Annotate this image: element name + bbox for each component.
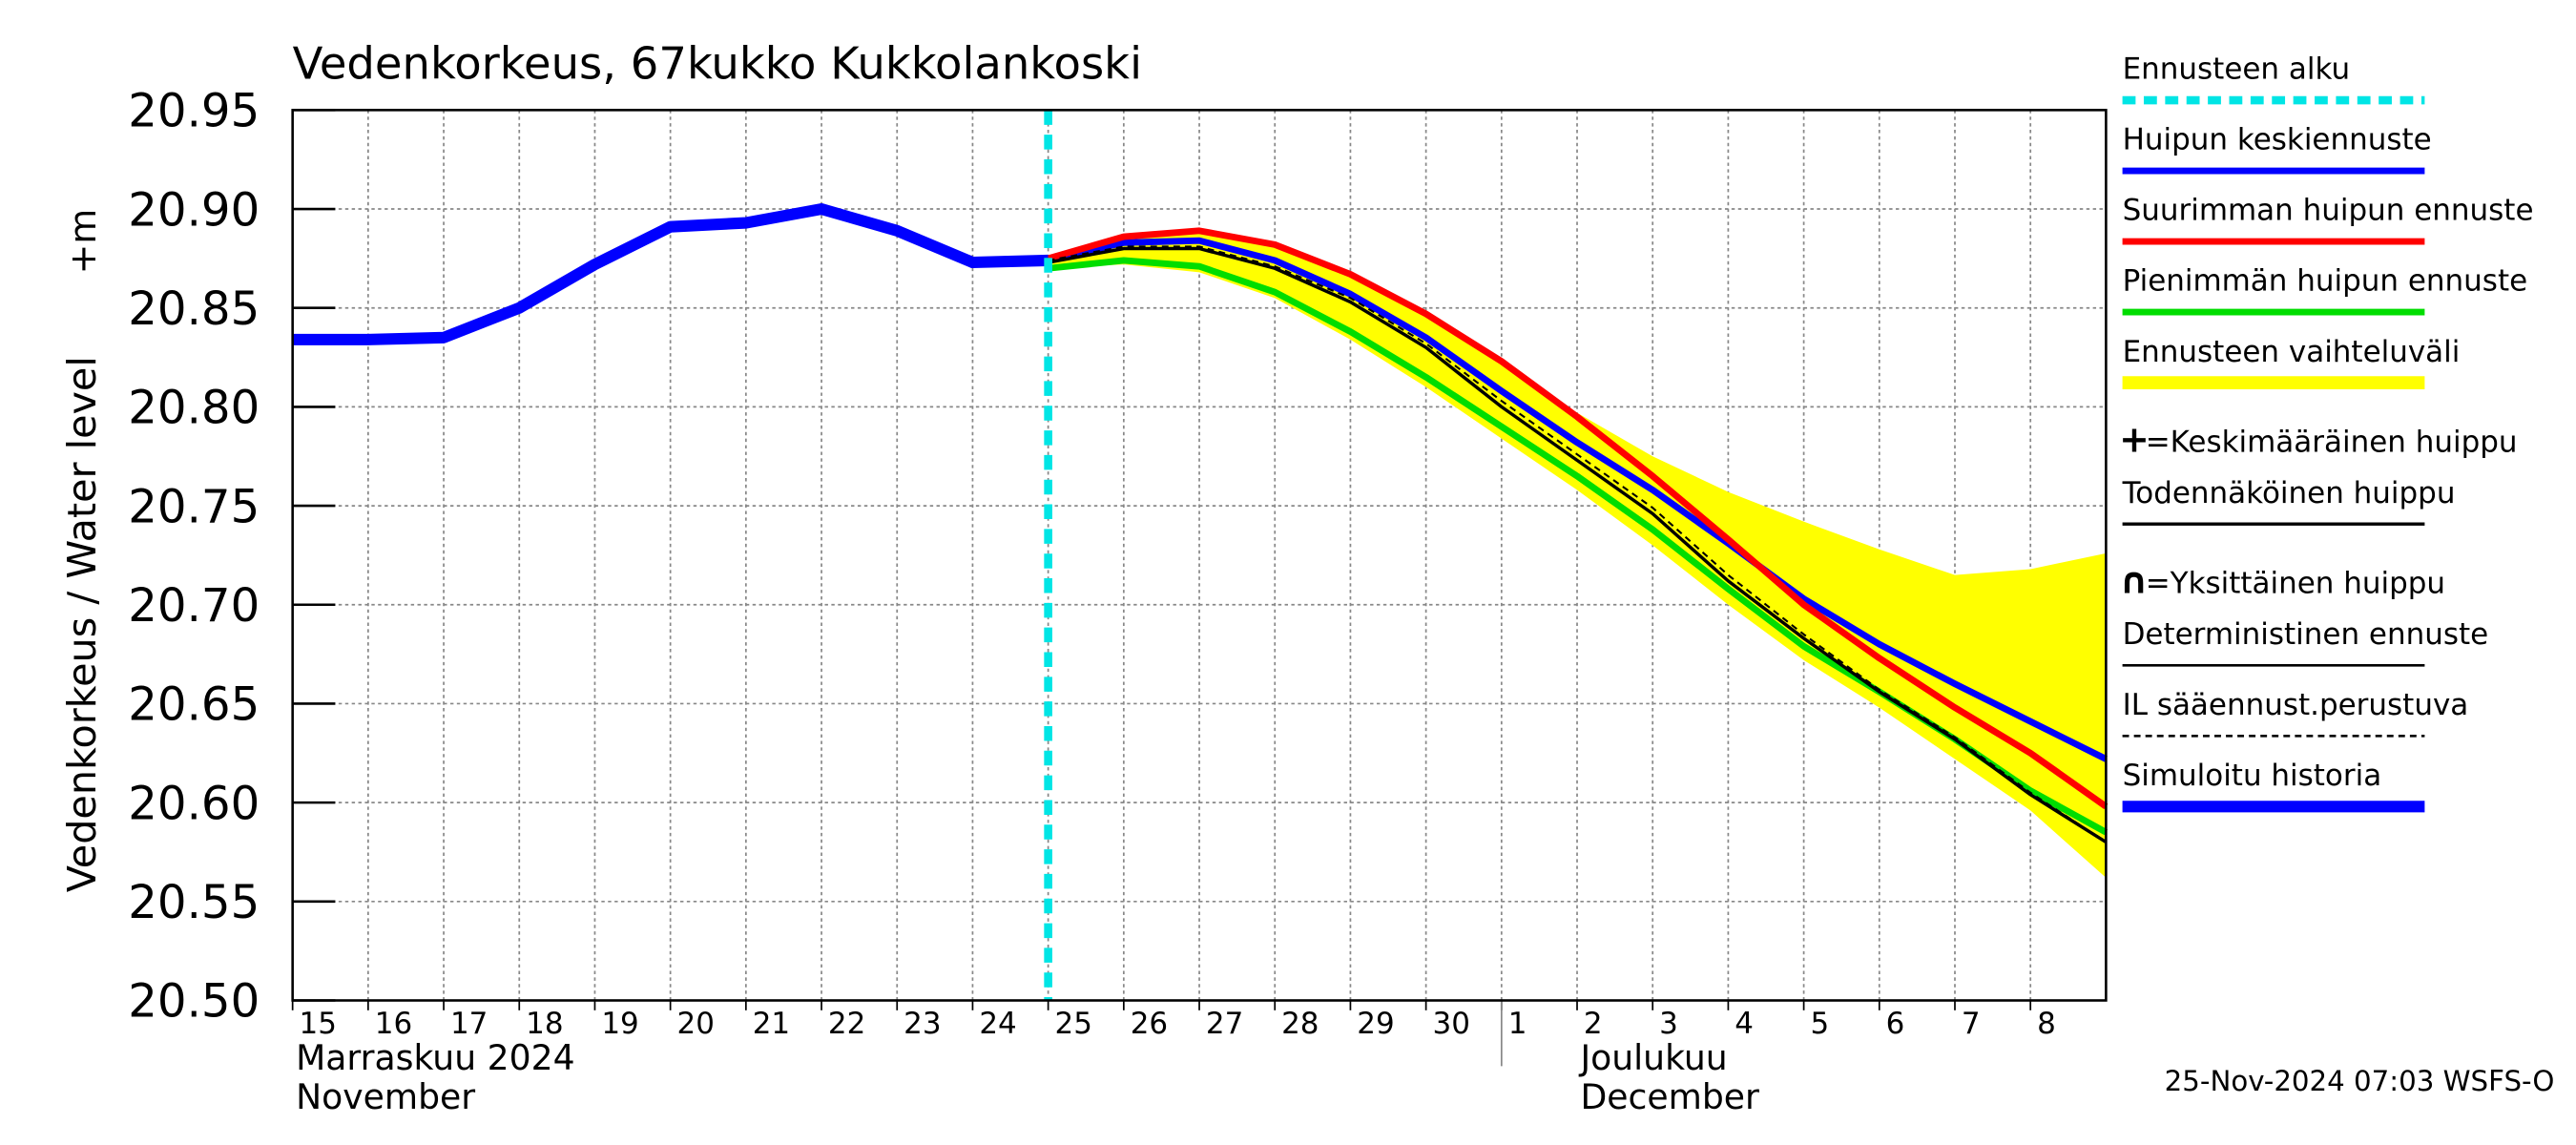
x-tick-label: 15 [300, 1007, 337, 1041]
x-tick-label: 28 [1281, 1007, 1319, 1041]
series-line [292, 203, 1049, 345]
x-tick-label: 24 [979, 1007, 1016, 1041]
legend-label: IL sääennust.perustuva [2123, 688, 2469, 722]
x-tick-label: 6 [1886, 1007, 1905, 1041]
legend-label: Simuloitu historia [2123, 759, 2382, 793]
x-group-label-en: December [1580, 1076, 1759, 1117]
x-tick-label: 4 [1735, 1007, 1754, 1041]
legend-label: Todennäköinen huippu [2122, 476, 2456, 510]
y-tick-label: 20.90 [128, 183, 260, 237]
x-tick-label: 25 [1055, 1007, 1092, 1041]
x-tick-label: 16 [375, 1007, 412, 1041]
x-tick-label: 26 [1131, 1007, 1168, 1041]
legend-label: Suurimman huipun ennuste [2123, 194, 2534, 228]
chart-title: Vedenkorkeus, 67kukko Kukkolankoski [293, 38, 1142, 90]
y-tick-label: 20.70 [128, 579, 260, 633]
series-layer [292, 110, 2109, 1001]
x-tick-label: 17 [450, 1007, 488, 1041]
y-tick-label: 20.80 [128, 382, 260, 435]
plot-frame [291, 109, 2108, 1002]
y-tick-label: 20.55 [128, 876, 260, 929]
legend-symbol: ∩ [2119, 560, 2149, 602]
x-tick-label: 1 [1508, 1007, 1527, 1041]
x-tick-label: 20 [677, 1007, 715, 1041]
x-tick-label: 2 [1584, 1007, 1603, 1041]
y-axis-label: Vedenkorkeus / Water level [59, 356, 105, 892]
series-line [1048, 245, 2107, 843]
x-tick-label: 19 [601, 1007, 638, 1041]
y-tick-label: 20.75 [128, 480, 260, 533]
timestamp: 25-Nov-2024 07:03 WSFS-O [2165, 1065, 2555, 1097]
legend-label: Deterministinen ennuste [2123, 617, 2489, 652]
plot-area: 20.50 20.55 20.60 20.65 20.70 20.75 20.80 20.85… [128, 85, 2109, 1117]
legend-label: Pienimmän huipun ennuste [2123, 264, 2528, 299]
legend-label: Ennusteen alku [2123, 52, 2351, 87]
series-line [1047, 237, 2108, 762]
legend-label: =Yksittäinen huippu [2146, 567, 2445, 601]
y-tick-label: 20.95 [128, 85, 260, 138]
legend-label: =Keskimääräinen huippu [2146, 425, 2518, 459]
y-axis-unit: +m [62, 209, 104, 275]
x-tick-label: 5 [1810, 1007, 1829, 1041]
y-tick-label: 20.50 [128, 975, 260, 1029]
series-line [1048, 246, 2108, 844]
x-tick-label: 23 [904, 1007, 941, 1041]
legend-label: Ennusteen vaihteluväli [2123, 335, 2461, 369]
x-tick-label: 27 [1206, 1007, 1243, 1041]
legend-label: Huipun keskiennuste [2123, 123, 2432, 157]
x-tick-label: 29 [1357, 1007, 1394, 1041]
x-tick-label: 8 [2037, 1007, 2056, 1041]
x-group-label: Marraskuu 2024 [296, 1037, 574, 1078]
x-tick-label: 30 [1433, 1007, 1470, 1041]
y-tick-label: 20.85 [128, 282, 260, 336]
x-group-label: Joulukuu [1578, 1037, 1727, 1078]
x-group-label-en: November [296, 1076, 475, 1117]
y-tick-label: 20.65 [128, 678, 260, 732]
y-tick-label: 20.60 [128, 777, 260, 830]
x-tick-label: 7 [1962, 1007, 1981, 1041]
x-tick-label: 22 [828, 1007, 865, 1041]
x-tick-label: 3 [1659, 1007, 1678, 1041]
legend: Ennusteen alku Huipun keskiennuste Suurimm… [2119, 52, 2534, 813]
x-tick-label: 21 [753, 1007, 790, 1041]
series-line [1047, 227, 2109, 810]
legend-symbol: + [2119, 418, 2150, 460]
x-tick-label: 18 [526, 1007, 563, 1041]
